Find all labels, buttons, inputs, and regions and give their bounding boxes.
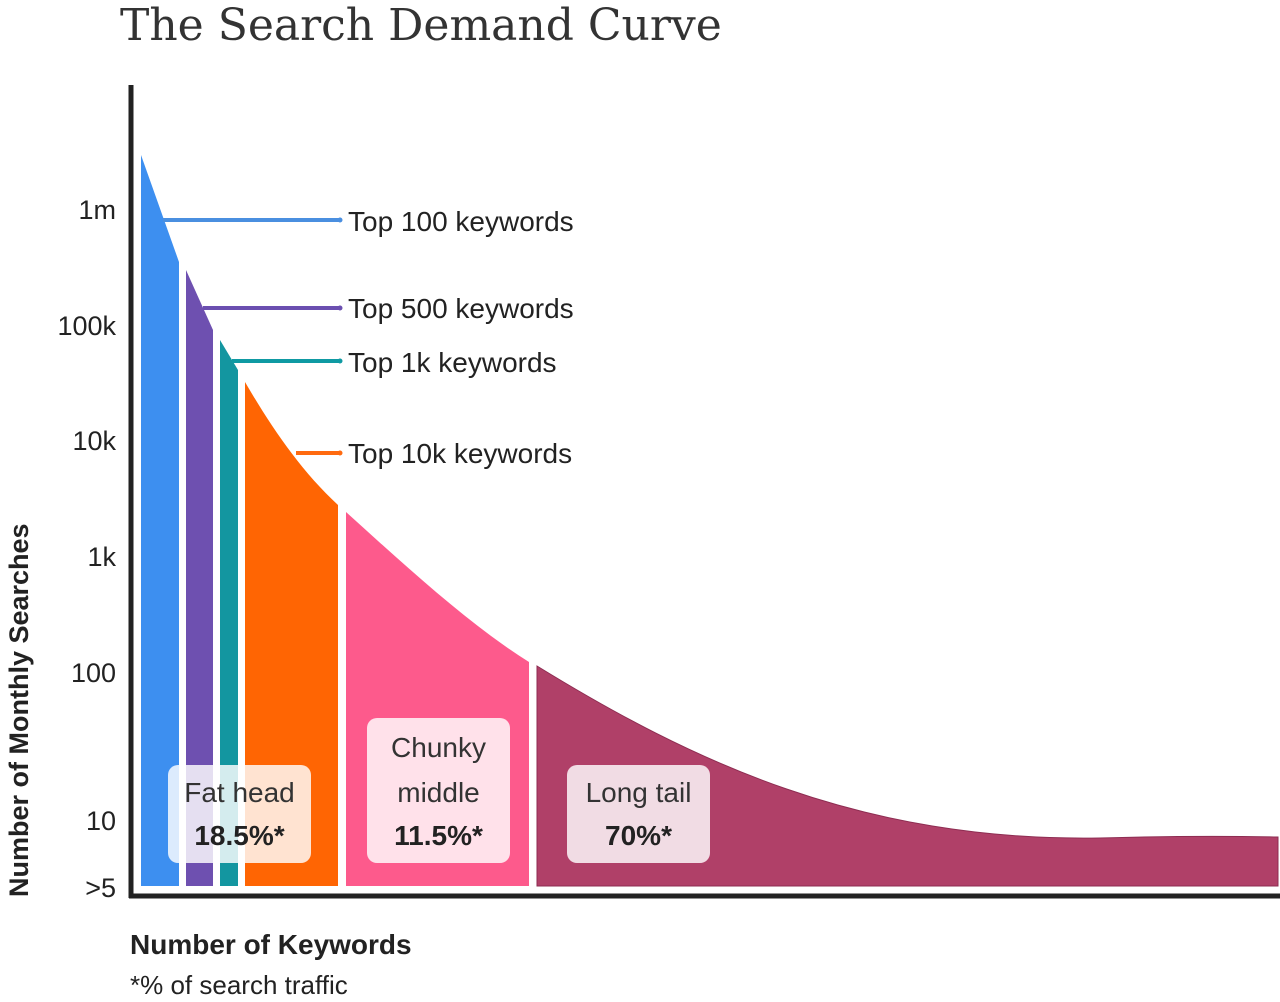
- callout-dot: [337, 358, 343, 364]
- label-box: [367, 718, 510, 863]
- group-label-long-tail: Long tail 70%*: [567, 765, 710, 863]
- y-tick-labels: 1m 100k 10k 1k 100 10 >5: [57, 195, 116, 903]
- group-label-fat-head: Fat head 18.5%*: [168, 765, 311, 863]
- callout-dot: [337, 217, 343, 223]
- x-axis-title: Number of Keywords: [130, 929, 412, 960]
- group-name-line2: middle: [397, 777, 479, 808]
- callout-label-top-10k: Top 10k keywords: [348, 438, 572, 469]
- group-percent: 70%*: [605, 820, 672, 851]
- group-name: Chunky: [391, 732, 486, 763]
- y-tick-label: 1k: [87, 542, 116, 572]
- y-tick-label: >5: [85, 873, 116, 903]
- label-box: [168, 765, 311, 863]
- group-percent: 11.5%*: [394, 820, 483, 851]
- footnote: *% of search traffic: [130, 970, 348, 1000]
- chart-title: The Search Demand Curve: [120, 0, 722, 51]
- y-tick-label: 10k: [72, 426, 116, 456]
- y-tick-label: 1m: [78, 195, 116, 225]
- callouts: Top 100 keywords Top 500 keywords Top 1k…: [163, 206, 574, 469]
- callout-label-top-100: Top 100 keywords: [348, 206, 574, 237]
- group-percent: 18.5%*: [194, 820, 284, 851]
- label-box: [567, 765, 710, 863]
- segment-top-500: [186, 270, 213, 886]
- segment-top-1k: [220, 340, 238, 886]
- segment-top-10k: [245, 382, 338, 886]
- y-tick-label: 100: [71, 658, 116, 688]
- callout-dot: [337, 305, 343, 311]
- y-axis-title: Number of Monthly Searches: [4, 523, 34, 897]
- group-name: Long tail: [586, 777, 692, 808]
- y-tick-label: 100k: [57, 311, 116, 341]
- group-name: Fat head: [184, 777, 295, 808]
- y-tick-label: 10: [86, 806, 116, 836]
- segment-long-tail: [536, 665, 1279, 887]
- callout-label-top-1k: Top 1k keywords: [348, 347, 557, 378]
- callout-label-top-500: Top 500 keywords: [348, 293, 574, 324]
- group-label-chunky-middle: Chunky middle 11.5%*: [367, 718, 510, 863]
- callout-dot: [337, 450, 343, 456]
- segment-top-100: [141, 155, 179, 886]
